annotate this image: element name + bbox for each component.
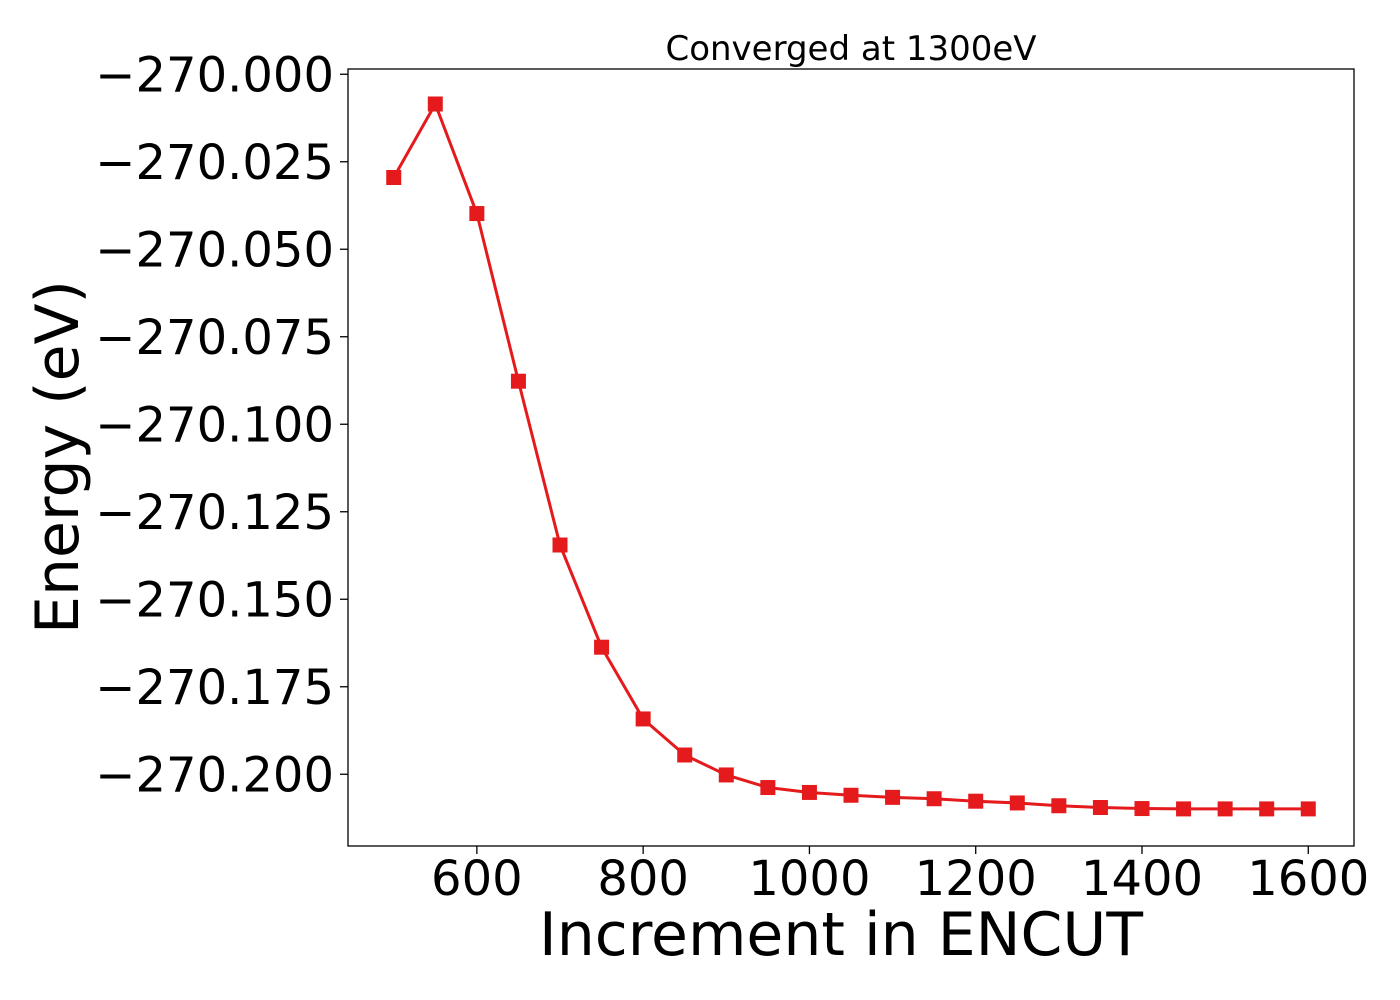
y-tick-label: −270.000 <box>95 47 334 103</box>
y-tick-label: −270.175 <box>95 660 334 716</box>
data-point <box>1092 800 1108 815</box>
data-point <box>926 791 942 807</box>
data-point <box>552 537 568 553</box>
data-point <box>1134 801 1150 817</box>
y-axis-label: Energy (eV) <box>23 280 93 634</box>
plot-frame <box>347 68 1355 847</box>
data-point <box>594 639 610 655</box>
y-tick-label: −270.150 <box>95 572 334 628</box>
data-point <box>760 780 776 796</box>
y-tick-label: −270.125 <box>95 485 334 541</box>
data-point <box>1217 801 1233 817</box>
x-tick-label: 1400 <box>1081 851 1203 907</box>
x-tick-label: 800 <box>597 851 689 907</box>
data-point <box>635 711 651 727</box>
x-tick-label: 1600 <box>1247 851 1369 907</box>
x-tick-label: 1000 <box>748 851 870 907</box>
y-tick-label: −270.200 <box>95 747 334 803</box>
data-point <box>885 789 901 805</box>
axis-ticks: 600 800 1000 1200 1400 1600 −270.000 −270.025 −2… <box>95 47 1369 907</box>
data-point <box>801 784 817 800</box>
data-point <box>968 793 984 809</box>
data-point <box>843 787 859 803</box>
y-tick-label: −270.075 <box>95 310 334 366</box>
data-point <box>469 206 485 222</box>
x-tick-label: 600 <box>431 851 523 907</box>
data-point <box>677 747 693 763</box>
x-tick-label: 1200 <box>915 851 1037 907</box>
y-tick-label: −270.100 <box>95 397 334 453</box>
series-layer <box>386 96 1316 817</box>
data-point <box>386 170 402 185</box>
data-point <box>510 373 526 389</box>
series-line <box>392 102 1309 811</box>
y-tick-label: −270.050 <box>95 222 334 278</box>
data-point <box>1051 798 1067 814</box>
chart-title: Converged at 1300eV <box>665 29 1036 69</box>
data-point <box>1259 801 1275 817</box>
data-point <box>1300 801 1316 817</box>
data-point <box>718 767 734 783</box>
data-point <box>1176 801 1192 817</box>
data-point <box>1009 795 1025 811</box>
data-point <box>427 96 443 112</box>
y-tick-label: −270.025 <box>95 135 334 191</box>
x-axis-label: Increment in ENCUT <box>539 900 1143 970</box>
